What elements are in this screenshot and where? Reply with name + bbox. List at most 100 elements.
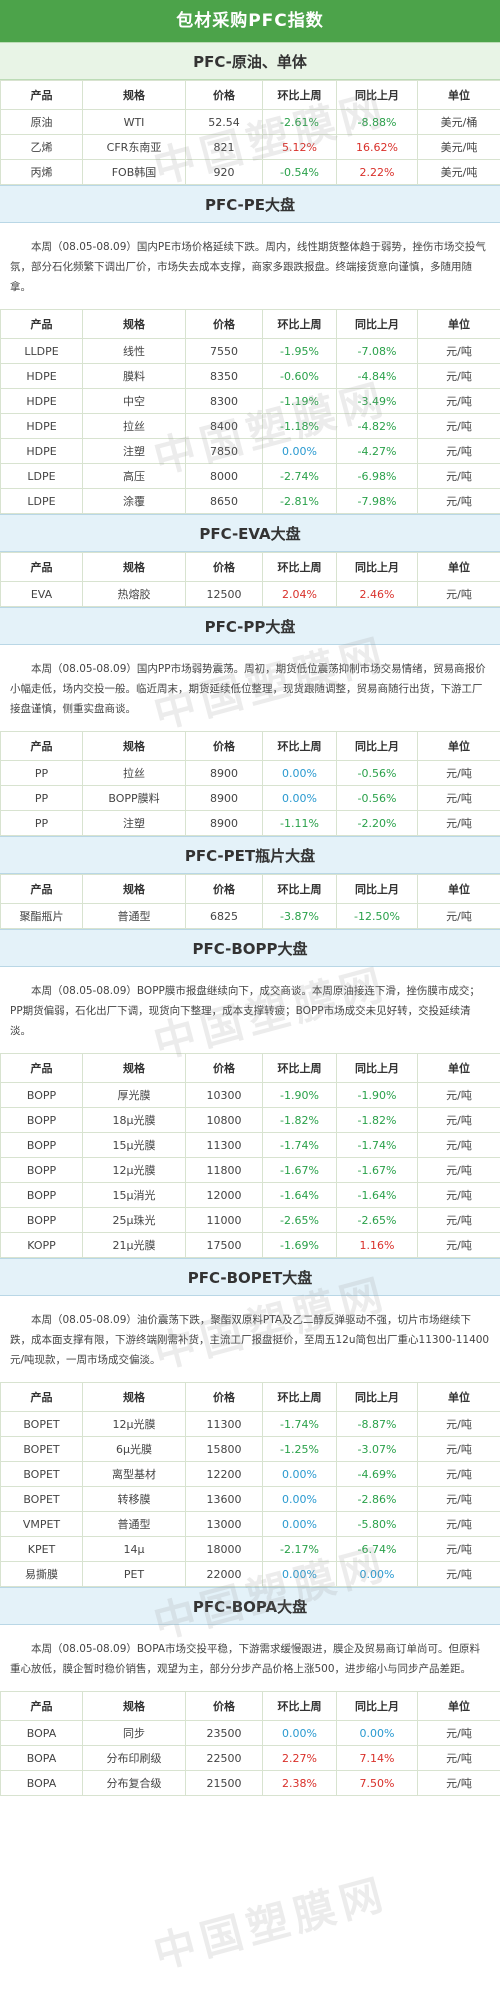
table-cell: 15μ光膜: [82, 1132, 186, 1158]
table-cell: 易撕膜: [0, 1561, 83, 1587]
table-row: BOPET 6μ光膜 15800 -1.25% -3.07% 元/吨: [0, 1436, 500, 1462]
table-cell: 中空: [82, 388, 186, 414]
table-row: BOPA 分布复合级 21500 2.38% 7.50% 元/吨: [0, 1770, 500, 1796]
section-summary: 本周（08.05-08.09）BOPP膜市报盘继续向下，成交商谈。本周原油接连下…: [10, 985, 480, 1037]
report-section: PFC-BOPET大盘 本周（08.05-08.09）油价震荡下跌，聚酯双原料PT…: [0, 1258, 500, 1587]
table-cell: -1.64%: [336, 1182, 418, 1208]
table-row: BOPET 离型基材 12200 0.00% -4.69% 元/吨: [0, 1461, 500, 1487]
table-cell: BOPET: [0, 1461, 83, 1487]
column-header: 单位: [417, 874, 500, 904]
column-header: 环比上周: [262, 1382, 337, 1412]
table-cell: 线性: [82, 338, 186, 364]
table-cell: -5.80%: [336, 1511, 418, 1537]
table-cell: 普通型: [82, 903, 186, 929]
table-cell: 11800: [185, 1157, 263, 1183]
price-table: 产品 规格 价格 环比上周 同比上月 单位 聚酯瓶片 普通型 6825 -3.87% -12.50%…: [0, 874, 500, 929]
table-cell: 0.00%: [262, 785, 337, 811]
table-cell: 元/吨: [417, 1107, 500, 1133]
table-cell: 11300: [185, 1132, 263, 1158]
table-cell: 8650: [185, 488, 263, 514]
column-header: 环比上周: [262, 1053, 337, 1083]
table-cell: -1.74%: [262, 1411, 337, 1437]
column-header: 产品: [0, 552, 83, 582]
table-cell: 元/吨: [417, 1561, 500, 1587]
table-row: HDPE 膜料 8350 -0.60% -4.84% 元/吨: [0, 363, 500, 389]
table-cell: 6μ光膜: [82, 1436, 186, 1462]
table-cell: 2.04%: [262, 581, 337, 607]
column-header: 同比上月: [336, 309, 418, 339]
table-cell: -2.65%: [262, 1207, 337, 1233]
table-cell: 25μ珠光: [82, 1207, 186, 1233]
table-cell: CFR东南亚: [82, 134, 186, 160]
table-cell: -2.86%: [336, 1486, 418, 1512]
report-section: PFC-EVA大盘 产品 规格 价格 环比上周 同比上月 单位 EVA 热熔胶 12500 2.04…: [0, 514, 500, 607]
table-cell: -1.74%: [336, 1132, 418, 1158]
price-table: 产品 规格 价格 环比上周 同比上月 单位 BOPA 同步 23500 0.00% 0.00% 元/吨…: [0, 1691, 500, 1796]
table-header-row: 产品 规格 价格 环比上周 同比上月 单位: [0, 80, 500, 110]
table-cell: 元/吨: [417, 463, 500, 489]
price-table: 产品 规格 价格 环比上周 同比上月 单位 BOPET 12μ光膜 11300 -1.74% -8.…: [0, 1382, 500, 1587]
table-cell: VMPET: [0, 1511, 83, 1537]
table-cell: 13600: [185, 1486, 263, 1512]
table-cell: 元/吨: [417, 760, 500, 786]
table-cell: -1.64%: [262, 1182, 337, 1208]
table-header-row: 产品 规格 价格 环比上周 同比上月 单位: [0, 1691, 500, 1721]
table-cell: BOPP膜料: [82, 785, 186, 811]
page-title: 包材采购PFC指数: [0, 0, 500, 42]
table-cell: -1.90%: [336, 1082, 418, 1108]
table-cell: BOPET: [0, 1436, 83, 1462]
column-header: 环比上周: [262, 80, 337, 110]
table-cell: 8300: [185, 388, 263, 414]
table-cell: 11300: [185, 1411, 263, 1437]
table-header-row: 产品 规格 价格 环比上周 同比上月 单位: [0, 552, 500, 582]
table-row: BOPP 厚光膜 10300 -1.90% -1.90% 元/吨: [0, 1082, 500, 1108]
column-header: 同比上月: [336, 1691, 418, 1721]
section-title: PFC-PET瓶片大盘: [0, 836, 500, 874]
table-cell: 分布印刷级: [82, 1745, 186, 1771]
column-header: 规格: [82, 731, 186, 761]
table-cell: -1.82%: [262, 1107, 337, 1133]
table-row: LDPE 涂覆 8650 -2.81% -7.98% 元/吨: [0, 488, 500, 514]
table-cell: BOPA: [0, 1745, 83, 1771]
column-header: 规格: [82, 80, 186, 110]
table-cell: EVA: [0, 581, 83, 607]
table-cell: WTI: [82, 109, 186, 135]
table-cell: 18μ光膜: [82, 1107, 186, 1133]
table-cell: 元/吨: [417, 1232, 500, 1258]
table-cell: -2.65%: [336, 1207, 418, 1233]
table-cell: -3.49%: [336, 388, 418, 414]
column-header: 单位: [417, 731, 500, 761]
table-cell: 转移膜: [82, 1486, 186, 1512]
table-cell: 美元/桶: [417, 109, 500, 135]
table-row: BOPA 同步 23500 0.00% 0.00% 元/吨: [0, 1720, 500, 1746]
column-header: 产品: [0, 1382, 83, 1412]
table-cell: BOPET: [0, 1411, 83, 1437]
table-cell: 0.00%: [262, 1486, 337, 1512]
column-header: 产品: [0, 874, 83, 904]
table-cell: 8900: [185, 785, 263, 811]
table-cell: -4.69%: [336, 1461, 418, 1487]
table-cell: 11000: [185, 1207, 263, 1233]
table-cell: -6.98%: [336, 463, 418, 489]
table-cell: -2.81%: [262, 488, 337, 514]
table-cell: -7.08%: [336, 338, 418, 364]
table-cell: 拉丝: [82, 413, 186, 439]
table-cell: 0.00%: [262, 1461, 337, 1487]
table-cell: HDPE: [0, 413, 83, 439]
table-cell: 15μ消光: [82, 1182, 186, 1208]
table-cell: 7.14%: [336, 1745, 418, 1771]
column-header: 环比上周: [262, 552, 337, 582]
table-cell: -1.25%: [262, 1436, 337, 1462]
table-cell: 高压: [82, 463, 186, 489]
column-header: 规格: [82, 1691, 186, 1721]
table-row: PP 拉丝 8900 0.00% -0.56% 元/吨: [0, 760, 500, 786]
table-row: LLDPE 线性 7550 -1.95% -7.08% 元/吨: [0, 338, 500, 364]
table-cell: 7850: [185, 438, 263, 464]
table-row: KPET 14μ 18000 -2.17% -6.74% 元/吨: [0, 1536, 500, 1562]
table-cell: 元/吨: [417, 1720, 500, 1746]
table-cell: 元/吨: [417, 1082, 500, 1108]
table-cell: 2.38%: [262, 1770, 337, 1796]
table-row: BOPA 分布印刷级 22500 2.27% 7.14% 元/吨: [0, 1745, 500, 1771]
column-header: 同比上月: [336, 731, 418, 761]
table-row: BOPP 12μ光膜 11800 -1.67% -1.67% 元/吨: [0, 1157, 500, 1183]
